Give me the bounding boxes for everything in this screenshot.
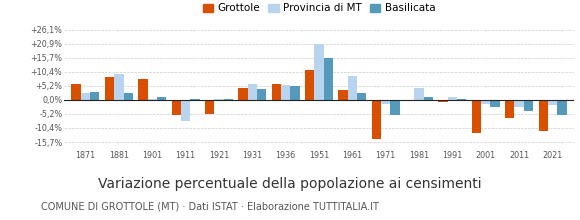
Bar bbox=[390, 100, 400, 115]
Bar bbox=[448, 97, 457, 100]
Bar bbox=[524, 100, 533, 111]
Bar bbox=[214, 99, 224, 100]
Bar bbox=[538, 100, 548, 131]
Bar bbox=[105, 77, 114, 100]
Bar bbox=[157, 97, 166, 100]
Bar bbox=[372, 100, 381, 139]
Bar bbox=[505, 100, 514, 118]
Bar bbox=[181, 100, 190, 121]
Bar bbox=[281, 85, 291, 100]
Bar bbox=[305, 70, 314, 100]
Bar bbox=[90, 92, 100, 100]
Bar bbox=[338, 90, 347, 100]
Bar bbox=[514, 100, 524, 107]
Bar bbox=[138, 79, 147, 100]
Bar bbox=[457, 99, 466, 100]
Bar bbox=[71, 84, 81, 100]
Bar bbox=[238, 88, 248, 100]
Bar bbox=[172, 100, 181, 115]
Bar bbox=[257, 89, 266, 100]
Bar bbox=[472, 100, 481, 133]
Bar bbox=[81, 93, 90, 100]
Bar bbox=[414, 88, 424, 100]
Bar bbox=[324, 58, 333, 100]
Bar bbox=[271, 84, 281, 100]
Bar bbox=[424, 97, 433, 100]
Text: Variazione percentuale della popolazione ai censimenti: Variazione percentuale della popolazione… bbox=[98, 177, 482, 191]
Bar bbox=[557, 100, 567, 115]
Bar bbox=[114, 74, 124, 100]
Text: COMUNE DI GROTTOLE (MT) · Dati ISTAT · Elaborazione TUTTITALIA.IT: COMUNE DI GROTTOLE (MT) · Dati ISTAT · E… bbox=[41, 201, 379, 211]
Bar bbox=[438, 100, 448, 102]
Bar bbox=[205, 100, 214, 114]
Bar bbox=[405, 100, 414, 101]
Bar bbox=[357, 93, 367, 100]
Bar bbox=[347, 76, 357, 100]
Bar bbox=[481, 100, 491, 104]
Legend: Grottole, Provincia di MT, Basilicata: Grottole, Provincia di MT, Basilicata bbox=[198, 0, 440, 17]
Bar bbox=[548, 100, 557, 105]
Bar bbox=[224, 99, 233, 100]
Bar bbox=[190, 99, 200, 100]
Bar bbox=[124, 93, 133, 100]
Bar bbox=[314, 44, 324, 100]
Bar bbox=[381, 100, 390, 104]
Bar bbox=[491, 100, 500, 107]
Bar bbox=[248, 84, 257, 100]
Bar bbox=[147, 99, 157, 100]
Bar bbox=[291, 86, 300, 100]
